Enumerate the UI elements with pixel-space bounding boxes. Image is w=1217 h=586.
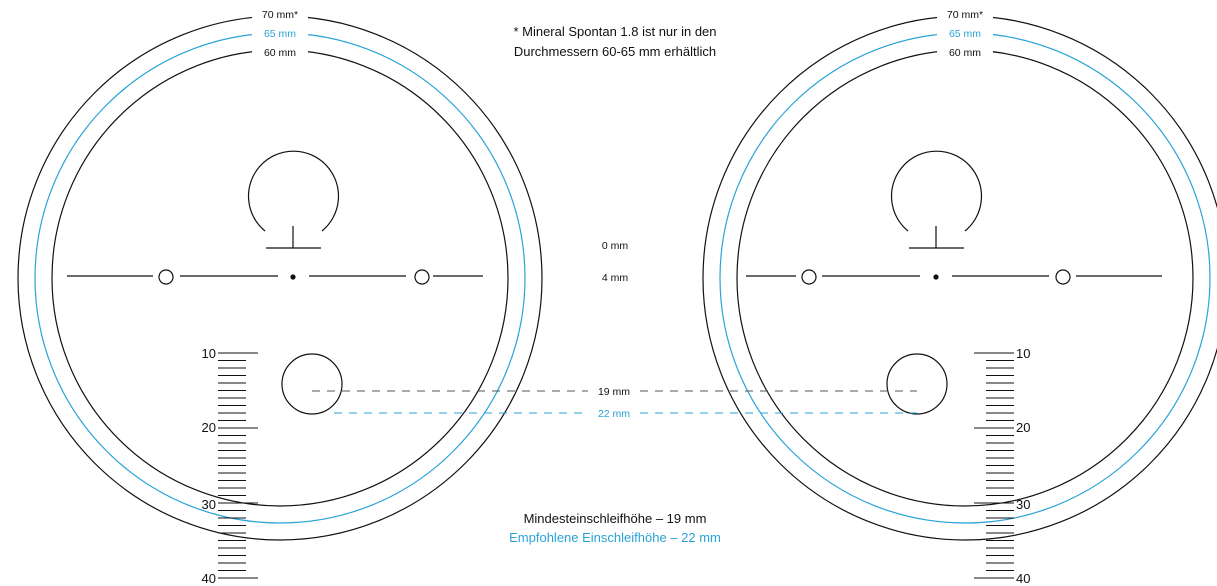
left-ruler-label-40: 40 bbox=[202, 571, 216, 586]
right-nose-bridge-shape bbox=[890, 150, 983, 232]
right-label-65mm: 65 mm bbox=[949, 28, 981, 40]
left-label-65mm: 65 mm bbox=[264, 28, 296, 40]
footnote-line-1: * Mineral Spontan 1.8 ist nur in den bbox=[513, 24, 716, 39]
right-ring-60mm bbox=[736, 49, 1194, 507]
right-near-circle bbox=[886, 353, 948, 415]
left-nose-bridge-shape bbox=[247, 150, 340, 232]
left-ruler-label-30: 30 bbox=[202, 497, 216, 512]
legend-min-height: Mindesteinschleifhöhe – 19 mm bbox=[524, 511, 707, 526]
right-marker-circle-right bbox=[1055, 269, 1071, 285]
left-ring-60mm bbox=[51, 49, 509, 507]
left-ring-70mm bbox=[17, 15, 543, 541]
rec-height-label: 22 mm bbox=[598, 408, 630, 420]
footnote: * Mineral Spontan 1.8 ist nur in den Dur… bbox=[513, 24, 716, 59]
left-marker-circle-right bbox=[414, 269, 430, 285]
right-ruler-label-40: 40 bbox=[1016, 571, 1030, 586]
right-ring-65mm bbox=[719, 32, 1211, 524]
right-ruler-label-10: 10 bbox=[1016, 346, 1030, 361]
left-lens bbox=[17, 15, 543, 541]
left-ruler-label-20: 20 bbox=[202, 420, 216, 435]
left-ruler bbox=[218, 352, 258, 579]
right-ruler-labels: 10 20 30 40 bbox=[1016, 346, 1030, 586]
right-ruler bbox=[974, 352, 1014, 579]
legend-recommended-height: Empfohlene Einschleifhöhe – 22 mm bbox=[509, 530, 721, 545]
height-lines bbox=[312, 390, 917, 414]
height-labels: 19 mm 22 mm bbox=[598, 386, 630, 420]
left-ruler-labels: 10 20 30 40 bbox=[202, 346, 216, 586]
min-height-label: 19 mm bbox=[598, 386, 630, 398]
right-lens bbox=[702, 15, 1217, 541]
left-marker-circle-left bbox=[158, 269, 174, 285]
left-near-circle bbox=[281, 353, 343, 415]
right-label-70mm: 70 mm* bbox=[947, 9, 983, 21]
footnote-line-2: Durchmessern 60-65 mm erhältlich bbox=[514, 44, 716, 59]
left-ring-65mm bbox=[34, 32, 526, 524]
right-ruler-label-30: 30 bbox=[1016, 497, 1030, 512]
right-center-dot bbox=[933, 274, 939, 280]
legend: Mindesteinschleifhöhe – 19 mm Empfohlene… bbox=[509, 511, 721, 545]
left-label-70mm: 70 mm* bbox=[262, 9, 298, 21]
left-ring-labels: 70 mm* 65 mm 60 mm bbox=[252, 7, 308, 59]
center-distance-labels: 0 mm 4 mm bbox=[602, 240, 629, 284]
right-ring-70mm bbox=[702, 15, 1217, 541]
left-ruler-label-10: 10 bbox=[202, 346, 216, 361]
left-center-dot bbox=[290, 274, 296, 280]
left-label-60mm: 60 mm bbox=[264, 47, 296, 59]
label-4mm: 4 mm bbox=[602, 272, 629, 284]
label-0mm: 0 mm bbox=[602, 240, 629, 252]
right-label-60mm: 60 mm bbox=[949, 47, 981, 59]
right-ruler-label-20: 20 bbox=[1016, 420, 1030, 435]
right-ring-labels: 70 mm* 65 mm 60 mm bbox=[937, 7, 993, 59]
right-marker-circle-left bbox=[801, 269, 817, 285]
